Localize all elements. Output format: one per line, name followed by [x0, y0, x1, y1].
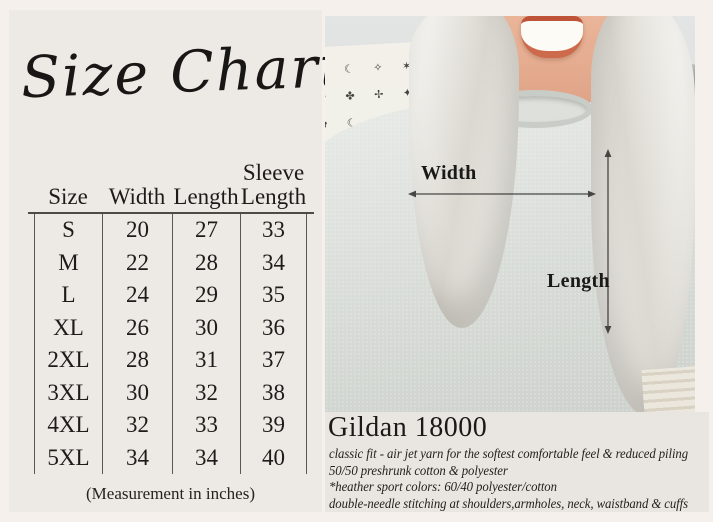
- cell-width: 22: [102, 246, 172, 279]
- length-arrow-icon: [604, 149, 612, 334]
- column-header-size: Size: [48, 183, 88, 209]
- cell-length: 27: [172, 214, 240, 247]
- product-photo: ✿ ☾ ✧ ✶ ❀ ✤ ✢ ✦ ✿ ☾ ✧ ✶ ❀ ✤ ✢ ✦ ✿ ☾ ✧ ✶: [325, 16, 695, 412]
- cell-length: 31: [172, 344, 240, 377]
- cell-length: 30: [172, 311, 240, 344]
- cell-size: 4XL: [34, 409, 102, 442]
- product-detail-line: *heather sport colors: 60/40 polyester/c…: [329, 479, 557, 495]
- cell-size: XL: [34, 311, 102, 344]
- product-info-panel: Gildan 18000 classic fit - air jet yarn …: [325, 412, 709, 512]
- cell-sleeve: 33: [240, 214, 307, 247]
- cell-size: L: [34, 279, 102, 312]
- product-detail-line: classic fit - air jet yarn for the softe…: [329, 445, 688, 461]
- cell-sleeve: 36: [240, 311, 307, 344]
- width-annotation: Width: [421, 162, 477, 184]
- size-table-body: S 20 27 33 M 22 28 34 L 24 29 35: [34, 214, 307, 474]
- cell-width: 32: [102, 409, 172, 442]
- cell-width: 34: [102, 441, 172, 474]
- model-smile: [521, 16, 583, 58]
- product-name: Gildan 18000: [328, 412, 488, 443]
- cell-length: 29: [172, 279, 240, 312]
- product-details: classic fit - air jet yarn for the softe…: [329, 445, 688, 513]
- header-rule: [28, 212, 314, 214]
- product-detail-line: double-needle stitching at shoulders,arm…: [329, 496, 688, 512]
- cell-length: 34: [172, 441, 240, 474]
- cell-width: 24: [102, 279, 172, 312]
- cell-sleeve: 37: [240, 344, 307, 377]
- cell-length: 33: [172, 409, 240, 442]
- cell-sleeve: 35: [240, 279, 307, 312]
- product-detail-line: 50/50 preshrunk cotton & polyester: [329, 462, 508, 478]
- length-annotation: Length: [547, 270, 610, 292]
- size-table-header: Size Width Length Sleeve Length: [34, 156, 307, 212]
- cell-size: 5XL: [34, 441, 102, 474]
- cell-width: 20: [102, 214, 172, 247]
- cell-sleeve: 40: [240, 441, 307, 474]
- column-header-length: Length: [173, 183, 239, 209]
- size-chart-panel: Size Chart Size Width Length Sleeve Leng…: [9, 10, 346, 512]
- cell-sleeve: 34: [240, 246, 307, 279]
- page-title: Size Chart: [19, 33, 346, 112]
- cell-sleeve: 38: [240, 376, 307, 409]
- size-table: Size Width Length Sleeve Length S 20 27 …: [28, 156, 314, 474]
- cell-width: 28: [102, 344, 172, 377]
- cell-width: 26: [102, 311, 172, 344]
- cell-length: 28: [172, 246, 240, 279]
- cell-size: M: [34, 246, 102, 279]
- width-arrow-icon: [408, 190, 596, 198]
- column-header-width: Width: [108, 183, 166, 209]
- measurement-arrows: [408, 149, 612, 334]
- cell-size: 2XL: [34, 344, 102, 377]
- column-header-sleeve-line1: Sleeve: [242, 160, 305, 186]
- column-header-sleeve-line2: Length: [240, 183, 307, 209]
- cell-length: 32: [172, 376, 240, 409]
- cell-size: S: [34, 214, 102, 247]
- cell-size: 3XL: [34, 376, 102, 409]
- measurement-note: (Measurement in inches): [86, 484, 255, 503]
- cell-sleeve: 39: [240, 409, 307, 442]
- column-header-sleeve-length: Sleeve Length: [240, 161, 307, 212]
- cell-width: 30: [102, 376, 172, 409]
